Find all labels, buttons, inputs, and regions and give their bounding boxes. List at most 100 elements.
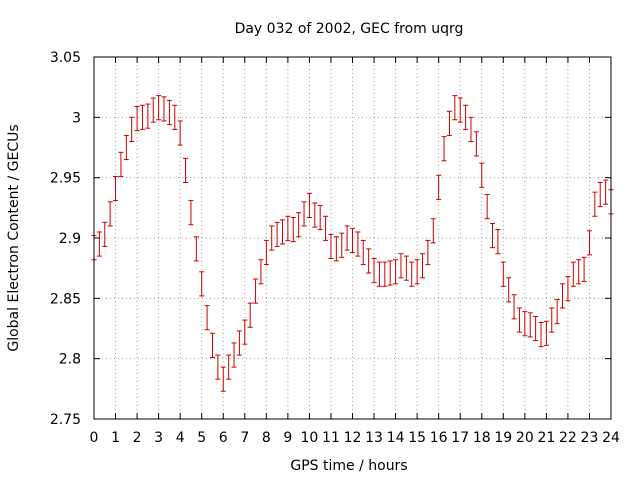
y-tick-labels: 2.75 2.8 2.85 2.9 2.95 3 3.05 [50,50,81,428]
error-bar-point [360,239,366,266]
error-bar-point [586,230,592,256]
error-bar-point [161,96,167,122]
error-bar-point [350,227,355,253]
error-bar-point [323,215,329,241]
error-bar-point [576,259,582,285]
error-bar-point [398,253,404,279]
error-bar-point [355,231,361,257]
x-tick-label: 6 [219,430,228,446]
error-bar-point [463,104,469,130]
error-bar-point [495,229,501,255]
error-bar-point [183,157,189,183]
y-tick-label: 3.05 [50,50,81,66]
error-bar-point [253,278,259,304]
y-tick-label: 2.8 [59,352,81,368]
error-bar-point [414,259,420,285]
x-tick-label: 5 [197,430,206,446]
error-bar-point [339,232,345,258]
error-bar-point [285,215,291,241]
x-tick-label: 24 [602,430,620,446]
error-bar-point [581,256,587,282]
error-bar-point [301,201,307,227]
error-bar-point [452,95,458,121]
y-tick-label: 2.85 [50,291,81,307]
error-bar-point [269,225,275,251]
error-bar-point [366,248,372,274]
error-bar-point [538,321,544,348]
error-bar-point [522,311,528,337]
error-bar-point [393,259,399,285]
error-bar-point [279,219,285,245]
error-bar-point [215,354,221,380]
error-bar-point [565,276,571,302]
x-tick-label: 8 [262,430,271,446]
error-bar-point [516,307,522,333]
error-bars [91,95,614,392]
x-tick-labels: 0 1 2 3 4 5 6 7 8 9 10 11 12 13 14 15 16 17 18 19 20 21 22 23 24 [90,430,620,446]
error-bar-point [134,105,140,132]
error-bar-point [145,103,151,129]
x-tick-label: 16 [430,430,448,446]
error-bar-point [129,116,135,142]
error-bar-point [468,116,474,142]
error-bar-point [172,104,178,130]
error-bar-point [306,192,312,218]
error-bar-point [193,236,199,262]
x-tick-label: 12 [344,430,362,446]
x-tick-label: 9 [283,430,292,446]
error-bar-point [156,95,162,121]
error-bar-point [107,201,113,227]
error-bar-point [328,233,334,260]
error-bar-point [258,259,264,285]
x-tick-label: 15 [408,430,426,446]
error-bar-point [500,261,506,287]
error-bar-point [226,354,232,380]
x-tick-label: 1 [111,430,120,446]
error-bar-point [376,261,382,287]
x-tick-label: 18 [473,430,491,446]
error-bar-point [549,307,555,333]
y-tick-label: 2.9 [59,231,81,247]
x-tick-label: 10 [301,430,319,446]
error-bar-point [231,342,237,368]
x-tick-label: 0 [90,430,99,446]
error-bar-point [506,277,512,303]
error-bar-point [382,261,388,287]
error-bar-point [403,255,409,281]
error-bar-point [409,261,415,287]
error-bar-point [473,131,479,157]
error-bar-point [479,162,485,188]
error-bar-point [387,260,393,286]
x-tick-label: 3 [154,430,163,446]
error-bar-point [436,174,442,200]
y-tick-label: 2.95 [50,171,81,187]
error-bar-point [150,97,156,123]
error-bar-point [420,253,426,279]
error-bar-point [457,97,463,123]
error-bar-point [430,218,436,244]
plot-frame [93,56,612,420]
error-bar-point [96,231,102,257]
error-bar-point [113,175,119,202]
error-bar-point [425,239,431,266]
x-tick-label: 4 [176,430,185,446]
error-bar-point [371,258,377,284]
error-bar-point [312,202,318,228]
error-bar-point [597,181,603,208]
x-tick-label: 19 [494,430,512,446]
error-bar-point [102,221,108,247]
error-bar-point [484,194,490,220]
error-bar-point [290,216,296,243]
error-bar-point [296,212,302,238]
y-tick-label: 2.75 [50,412,81,428]
x-axis-label: GPS time / hours [290,458,407,474]
error-bar-point [560,283,566,309]
y-tick-label: 3 [72,110,81,126]
error-bar-point [199,271,205,297]
axis-ticks [93,56,612,420]
x-tick-label: 17 [451,430,469,446]
error-bar-point [209,332,215,358]
error-bar-point [204,305,210,331]
x-tick-label: 22 [559,430,577,446]
error-bar-point [554,299,560,325]
